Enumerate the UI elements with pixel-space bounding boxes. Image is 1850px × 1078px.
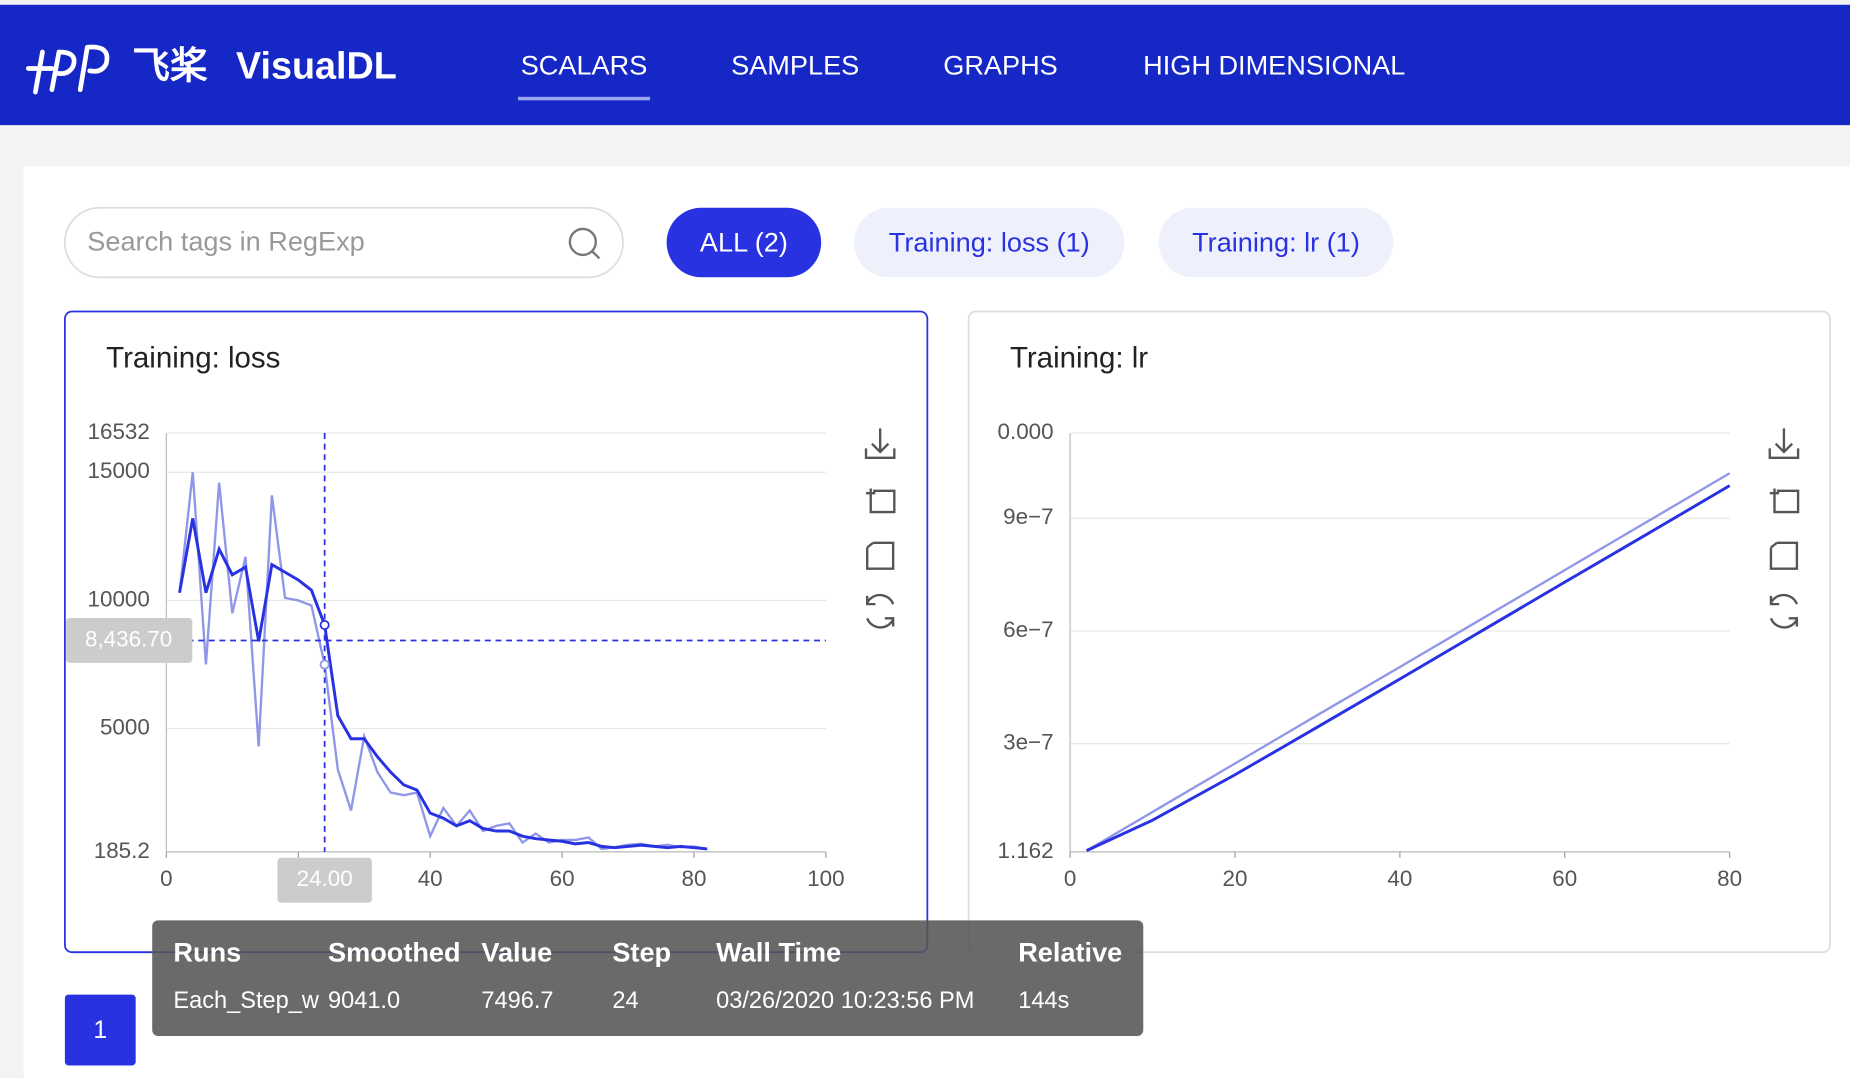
y-tick-label: 3e−7 — [1003, 730, 1053, 755]
tooltip-cell: Each_Step_w — [173, 987, 319, 1013]
y-tick-label: 15000 — [88, 458, 150, 483]
tag-filter[interactable] — [666, 207, 822, 278]
tooltip-cell: 03/26/2020 10:23:56 PM — [716, 987, 974, 1013]
tooltip-cell: 144s — [1018, 987, 1069, 1013]
logo-mark — [25, 44, 110, 95]
x-tick-label: 80 — [682, 866, 707, 891]
x-tick-label: 80 — [1717, 866, 1742, 891]
search-placeholder: Search tags in RegExp — [87, 225, 364, 256]
y-tick-label: 1.162 — [998, 838, 1054, 863]
hover-point — [319, 659, 330, 670]
x-tick-label: 100 — [807, 866, 844, 891]
refresh-icon[interactable] — [866, 593, 895, 629]
chart-panel — [64, 310, 929, 954]
x-tick-label: 60 — [1552, 866, 1577, 891]
tooltip-header: Step — [612, 937, 671, 968]
zoom-icon[interactable] — [1769, 488, 1800, 514]
chart-title: Training: loss — [106, 342, 280, 375]
nav-item[interactable]: SAMPLES — [731, 49, 859, 80]
restore-icon[interactable] — [1769, 541, 1799, 570]
tooltip-box — [152, 920, 1144, 1036]
refresh-icon[interactable] — [1769, 593, 1799, 629]
tag-filter-label[interactable]: Training: lr (1) — [1192, 226, 1360, 257]
tooltip-cell: 24 — [612, 987, 638, 1013]
zoom-icon[interactable] — [866, 488, 896, 514]
header-bar — [0, 4, 1850, 126]
tag-filter-label[interactable]: ALL (2) — [700, 226, 788, 257]
series-line — [1085, 484, 1731, 852]
series-line — [1086, 472, 1731, 852]
search-icon — [568, 227, 601, 260]
nav-underline — [517, 96, 651, 101]
download-icon[interactable] — [864, 428, 896, 460]
crosshair-y-label: 8,436.70 — [85, 626, 172, 651]
x-tick-label: 60 — [550, 866, 575, 891]
crosshair-x-label: 24.00 — [297, 866, 353, 891]
tag-filter[interactable] — [1158, 207, 1394, 278]
download-icon[interactable] — [1768, 428, 1800, 460]
nav-item[interactable]: HIGH DIMENSIONAL — [1143, 49, 1405, 80]
chart-panel — [967, 310, 1831, 954]
hover-point — [319, 619, 330, 631]
tag-filter-label[interactable]: Training: loss (1) — [889, 226, 1090, 257]
tooltip-header: Relative — [1018, 937, 1122, 968]
tooltip-header: Value — [481, 937, 552, 968]
tooltip: Runs Smoothed Value Step Wall Time Relative Ea… — [152, 920, 1144, 1036]
tooltip-header: Smoothed — [328, 937, 461, 968]
y-tick-label: 185.2 — [94, 838, 150, 863]
y-tick-label: 9e−7 — [1003, 504, 1053, 529]
crosshair-label-box — [277, 857, 372, 903]
x-tick-label: 40 — [418, 866, 443, 891]
x-tick-label: 40 — [1387, 866, 1412, 891]
nav-item[interactable]: GRAPHS — [943, 49, 1058, 80]
page-number[interactable]: 1 — [93, 1017, 107, 1044]
page-button[interactable] — [64, 994, 136, 1066]
y-tick-label: 16532 — [88, 419, 150, 444]
x-tick-label: 20 — [1223, 866, 1248, 891]
tooltip-header: Runs — [173, 937, 241, 968]
x-tick-label: 0 — [1064, 866, 1076, 891]
nav-item[interactable]: SCALARS — [521, 49, 648, 80]
y-tick-label: 0.000 — [998, 419, 1054, 444]
series-line — [178, 518, 708, 851]
y-tick-label: 6e−7 — [1003, 617, 1053, 642]
charts: Training: loss 16532 15000 10000 5000 185.2 0 2… — [66, 342, 1800, 903]
tooltip-header: Wall Time — [716, 937, 841, 968]
crosshair-label-box — [66, 618, 193, 663]
y-tick-label: 5000 — [100, 714, 150, 739]
chart-title: Training: lr — [1010, 342, 1148, 375]
x-tick-label: 0 — [160, 866, 172, 891]
tooltip-cell: 9041.0 — [328, 987, 400, 1013]
search-box[interactable] — [64, 206, 624, 279]
logo-text[interactable]: 飞桨 — [132, 44, 208, 86]
y-tick-label: 10000 — [88, 586, 150, 611]
tooltip-cell: 7496.7 — [481, 987, 553, 1013]
tag-filter[interactable] — [854, 207, 1125, 278]
restore-icon[interactable] — [866, 541, 895, 570]
product-name[interactable]: VisualDL — [236, 44, 397, 86]
